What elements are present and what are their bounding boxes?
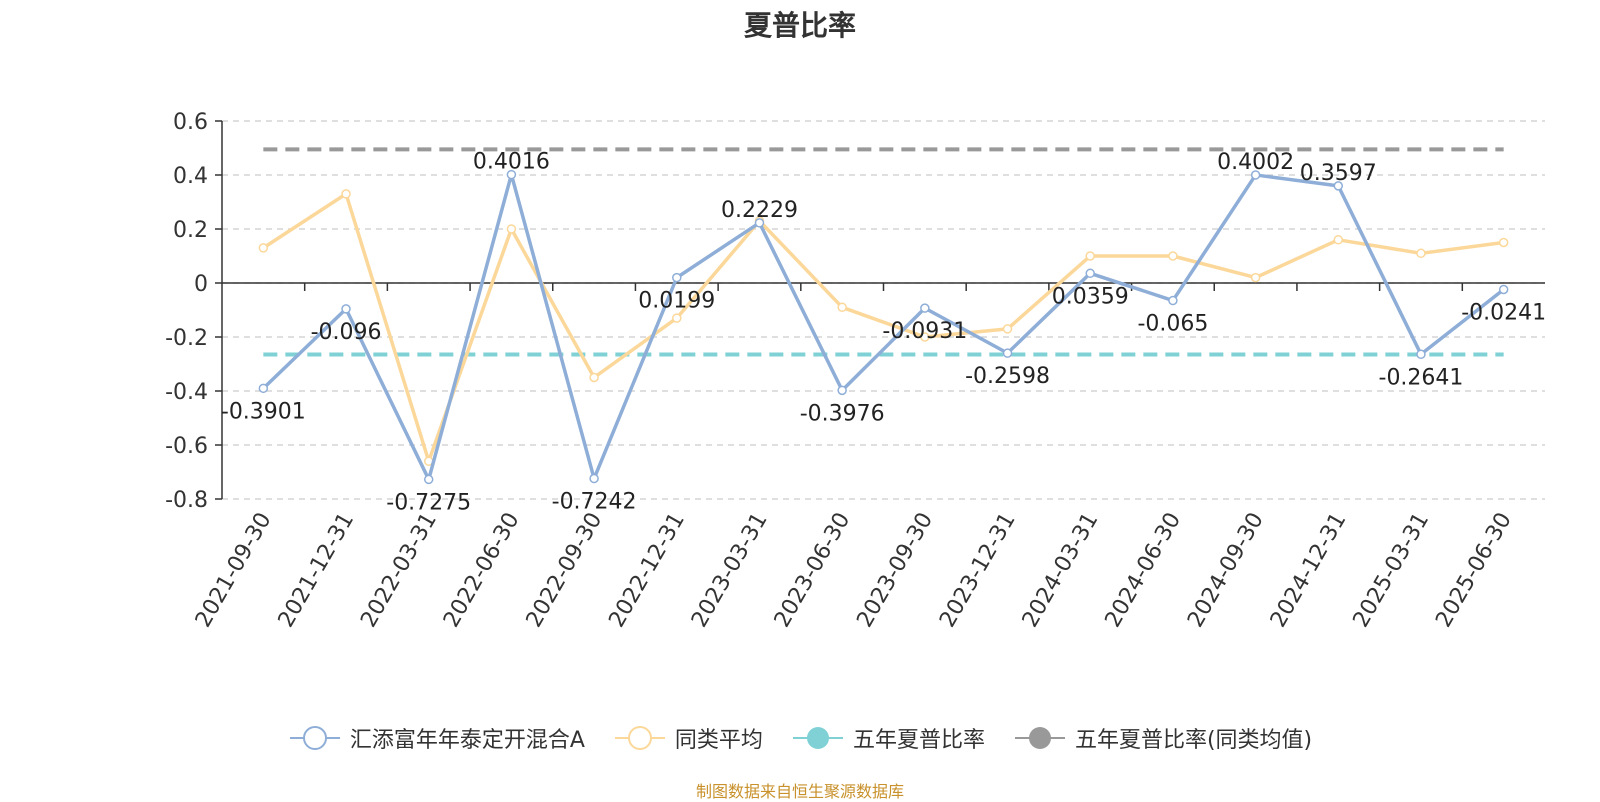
y-tick-label: 0 (194, 272, 208, 297)
fund-data-point (1250, 170, 1261, 180)
x-tick-label: 2023-09-30 (852, 509, 938, 632)
fund-data-label: -0.3901 (221, 399, 306, 424)
y-tick-label: 0.4 (173, 164, 208, 189)
fund-data-point (1498, 284, 1509, 295)
peer-average-data-point (1333, 235, 1344, 245)
legend-label-fund: 汇添富年年泰定开混合A (349, 728, 585, 753)
x-tick-label: 2021-09-30 (191, 509, 277, 632)
fund-data-point (672, 272, 682, 283)
fund-data-point (754, 218, 765, 228)
fund-data-label: -0.3976 (800, 401, 885, 426)
fund-data-label: -0.0931 (882, 319, 967, 344)
legend-hollow-circle-icon (289, 726, 340, 750)
fund-data-point (1168, 295, 1178, 306)
peer-average-data-point (837, 302, 847, 313)
legend-item-peer-average[interactable]: 同类平均 (613, 722, 763, 754)
fund-data-point (258, 383, 269, 394)
x-tick-label: 2022-03-31 (356, 509, 442, 632)
y-tick-label: -0.6 (165, 434, 208, 459)
x-tick-label: 2024-06-30 (1101, 509, 1187, 632)
fund-data-label: -0.065 (1137, 312, 1208, 337)
y-tick-label: 0.6 (173, 110, 208, 135)
x-tick-label: 2025-06-30 (1431, 509, 1517, 632)
fund-data-label: -0.0241 (1461, 301, 1546, 326)
x-tick-label: 2022-09-30 (522, 509, 608, 632)
legend-label-five-year-sharpe-peer: 五年夏普比率(同类均值) (1074, 728, 1313, 753)
legend-filled-circle-icon (1014, 727, 1065, 749)
y-tick-label: -0.2 (165, 326, 208, 351)
legend-item-fund[interactable]: 汇添富年年泰定开混合A (288, 722, 585, 754)
x-tick-label: 2022-12-31 (604, 509, 690, 632)
x-tick-label: 2023-06-30 (770, 509, 856, 632)
legend-label-peer-average: 同类平均 (674, 728, 763, 753)
peer-average-data-point (589, 372, 599, 383)
fund-data-label: -0.7242 (552, 490, 637, 515)
x-tick-label: 2023-12-31 (935, 509, 1021, 632)
fund-data-label: 0.0359 (1052, 284, 1129, 309)
peer-average-data-point (1002, 324, 1013, 334)
x-tick-label: 2024-09-30 (1183, 509, 1269, 632)
fund-data-point (341, 304, 351, 314)
fund-data-label: -0.2641 (1379, 365, 1464, 390)
legend-filled-circle-icon (792, 727, 843, 749)
y-tick-label: -0.4 (165, 380, 208, 405)
peer-average-data-point (1250, 272, 1261, 283)
peer-average-data-point (1416, 248, 1426, 259)
fund-data-point (1333, 181, 1344, 191)
fund-data-point (1085, 268, 1095, 279)
fund-data-label: -0.096 (311, 320, 382, 345)
fund-data-label: -0.2598 (965, 364, 1050, 389)
fund-data-point (1416, 349, 1426, 360)
x-tick-label: 2024-03-31 (1018, 509, 1104, 632)
fund-data-point (920, 303, 930, 313)
fund-series-line (262, 172, 1505, 482)
peer-average-data-point (1168, 251, 1178, 261)
fund-data-label: 0.0199 (638, 289, 715, 314)
peer-average-data-point (506, 224, 517, 234)
peer-average-data-point (920, 332, 930, 342)
fund-data-label: -0.7275 (386, 490, 471, 515)
fund-data-label: 0.4016 (473, 150, 550, 175)
fund-data-label: 0.3597 (1300, 161, 1377, 186)
legend-hollow-circle-icon (614, 726, 665, 750)
x-tick-label: 2024-12-31 (1266, 509, 1352, 632)
y-tick-label: 0.2 (173, 218, 208, 243)
peer-average-series-line (262, 192, 1504, 463)
y-tick-label: -0.8 (165, 488, 208, 513)
fund-data-point (837, 385, 847, 396)
fund-data-point (423, 474, 434, 485)
peer-average-data-point (258, 243, 269, 253)
peer-average-data-point (1085, 251, 1095, 261)
source-note: 制图数据来自恒生聚源数据库 (695, 782, 904, 801)
fund-data-point (589, 473, 599, 484)
fund-data-label: 0.4002 (1217, 150, 1294, 175)
legend-label-five-year-sharpe: 五年夏普比率 (852, 728, 985, 753)
chart-title: 夏普比率 (743, 9, 856, 42)
fund-data-label: 0.2229 (721, 198, 798, 223)
peer-average-data-point (672, 313, 682, 323)
x-tick-label: 2022-06-30 (439, 509, 525, 632)
peer-average-data-point (341, 189, 351, 199)
x-tick-label: 2021-12-31 (274, 509, 360, 632)
legend-item-five-year-sharpe-peer[interactable]: 五年夏普比率(同类均值) (1013, 722, 1312, 754)
chart-legend: 汇添富年年泰定开混合A 同类平均 五年夏普比率 五年夏普比率(同类均值) (0, 722, 1600, 754)
fund-data-point (1002, 348, 1013, 358)
peer-average-data-point (1498, 237, 1509, 248)
x-tick-label: 2023-03-31 (687, 509, 773, 632)
legend-item-five-year-sharpe[interactable]: 五年夏普比率 (791, 722, 985, 754)
fund-data-point (506, 169, 517, 180)
x-tick-label: 2025-03-31 (1349, 509, 1435, 632)
